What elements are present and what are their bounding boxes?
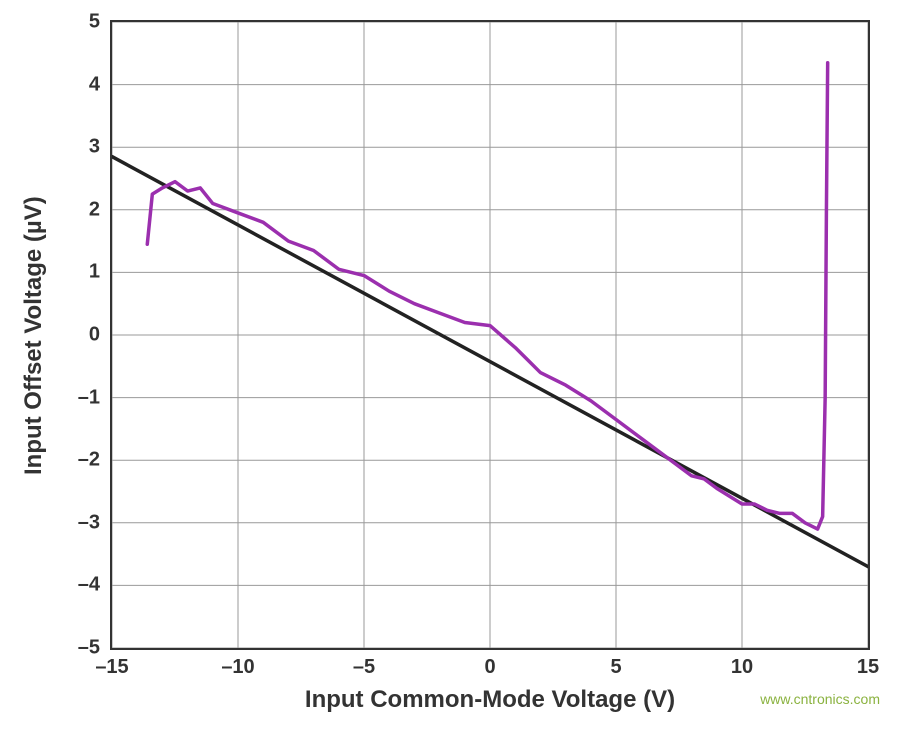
x-tick-label: 15	[857, 656, 879, 679]
plot-area	[110, 20, 870, 650]
watermark-text: www.cntronics.com	[760, 691, 880, 707]
y-tick-label: –2	[78, 449, 100, 472]
y-tick-label: 3	[89, 136, 100, 159]
y-tick-label: –3	[78, 511, 100, 534]
y-tick-label: 0	[89, 324, 100, 347]
y-tick-label: 2	[89, 198, 100, 221]
x-tick-label: –10	[221, 656, 254, 679]
x-tick-label: 10	[731, 656, 753, 679]
y-tick-label: 5	[89, 11, 100, 34]
series-measured-curve	[147, 63, 827, 529]
y-tick-label: –5	[78, 637, 100, 660]
y-tick-label: –4	[78, 574, 100, 597]
x-tick-label: –5	[353, 656, 375, 679]
y-tick-label: –1	[78, 386, 100, 409]
chart-figure: Input Common-Mode Voltage (V) Input Offs…	[0, 0, 900, 731]
x-axis-label: Input Common-Mode Voltage (V)	[305, 686, 675, 714]
y-tick-label: 4	[89, 73, 100, 96]
x-tick-label: 5	[610, 656, 621, 679]
y-axis-label: Input Offset Voltage (µV)	[20, 196, 48, 475]
plot-svg	[112, 22, 868, 648]
y-tick-label: 1	[89, 261, 100, 284]
x-tick-label: –15	[95, 656, 128, 679]
x-tick-label: 0	[484, 656, 495, 679]
